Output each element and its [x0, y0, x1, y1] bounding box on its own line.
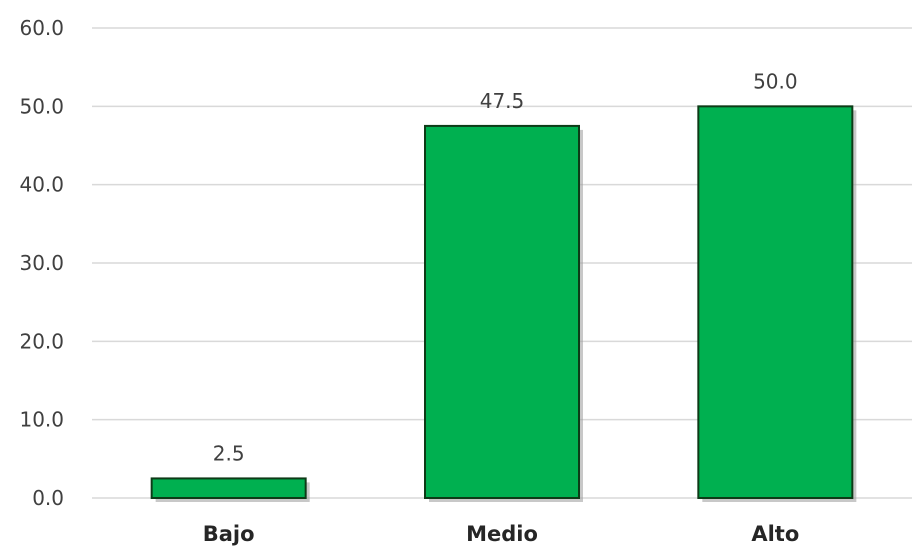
bar-bajo — [150, 477, 307, 499]
y-tick-label: 0.0 — [32, 486, 64, 510]
bar-medio — [424, 124, 580, 500]
y-tick-label: 30.0 — [19, 251, 64, 275]
data-label-bajo: 2.5 — [213, 441, 245, 465]
y-tick-label: 50.0 — [19, 94, 64, 118]
data-labels: 2.5 47.5 50.0 — [213, 69, 798, 465]
bars — [150, 105, 857, 502]
y-tick-label: 60.0 — [19, 16, 64, 40]
data-label-medio: 47.5 — [480, 89, 525, 113]
category-label-alto: Alto — [751, 522, 799, 546]
bar-alto — [697, 105, 854, 499]
y-axis-tick-labels: 0.0 10.0 20.0 30.0 40.0 50.0 60.0 — [19, 16, 64, 510]
y-tick-label: 10.0 — [19, 408, 64, 432]
category-label-bajo: Bajo — [203, 522, 255, 546]
y-tick-label: 20.0 — [19, 329, 64, 353]
data-label-alto: 50.0 — [753, 69, 798, 93]
category-label-medio: Medio — [466, 522, 538, 546]
x-axis-category-labels: Bajo Medio Alto — [203, 522, 800, 546]
y-tick-label: 40.0 — [19, 173, 64, 197]
